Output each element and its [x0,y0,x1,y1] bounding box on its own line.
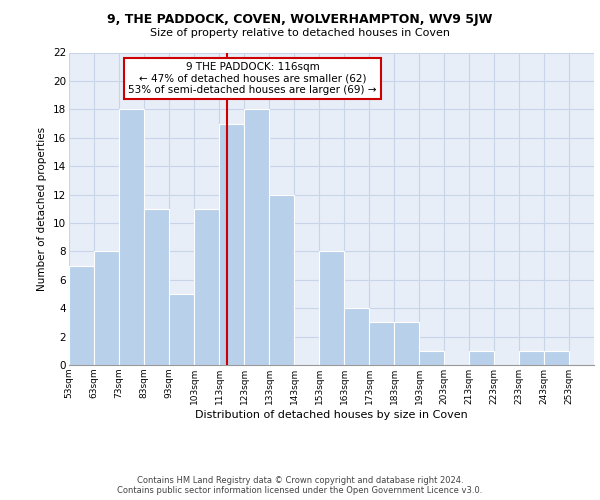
Bar [544,351,569,365]
Bar [369,322,394,365]
Y-axis label: Number of detached properties: Number of detached properties [37,126,47,291]
Bar [344,308,369,365]
Bar [319,252,344,365]
Bar [244,110,269,365]
Bar [394,322,419,365]
Bar [419,351,444,365]
Bar [119,110,144,365]
Bar [469,351,494,365]
Bar [219,124,244,365]
Bar [169,294,194,365]
Text: 9 THE PADDOCK: 116sqm
← 47% of detached houses are smaller (62)
53% of semi-deta: 9 THE PADDOCK: 116sqm ← 47% of detached … [128,62,377,95]
Text: Contains HM Land Registry data © Crown copyright and database right 2024.
Contai: Contains HM Land Registry data © Crown c… [118,476,482,495]
Bar [269,194,294,365]
Bar [69,266,94,365]
Bar [194,209,219,365]
Bar [144,209,169,365]
Text: Size of property relative to detached houses in Coven: Size of property relative to detached ho… [150,28,450,38]
X-axis label: Distribution of detached houses by size in Coven: Distribution of detached houses by size … [195,410,468,420]
Text: 9, THE PADDOCK, COVEN, WOLVERHAMPTON, WV9 5JW: 9, THE PADDOCK, COVEN, WOLVERHAMPTON, WV… [107,12,493,26]
Bar [519,351,544,365]
Bar [94,252,119,365]
